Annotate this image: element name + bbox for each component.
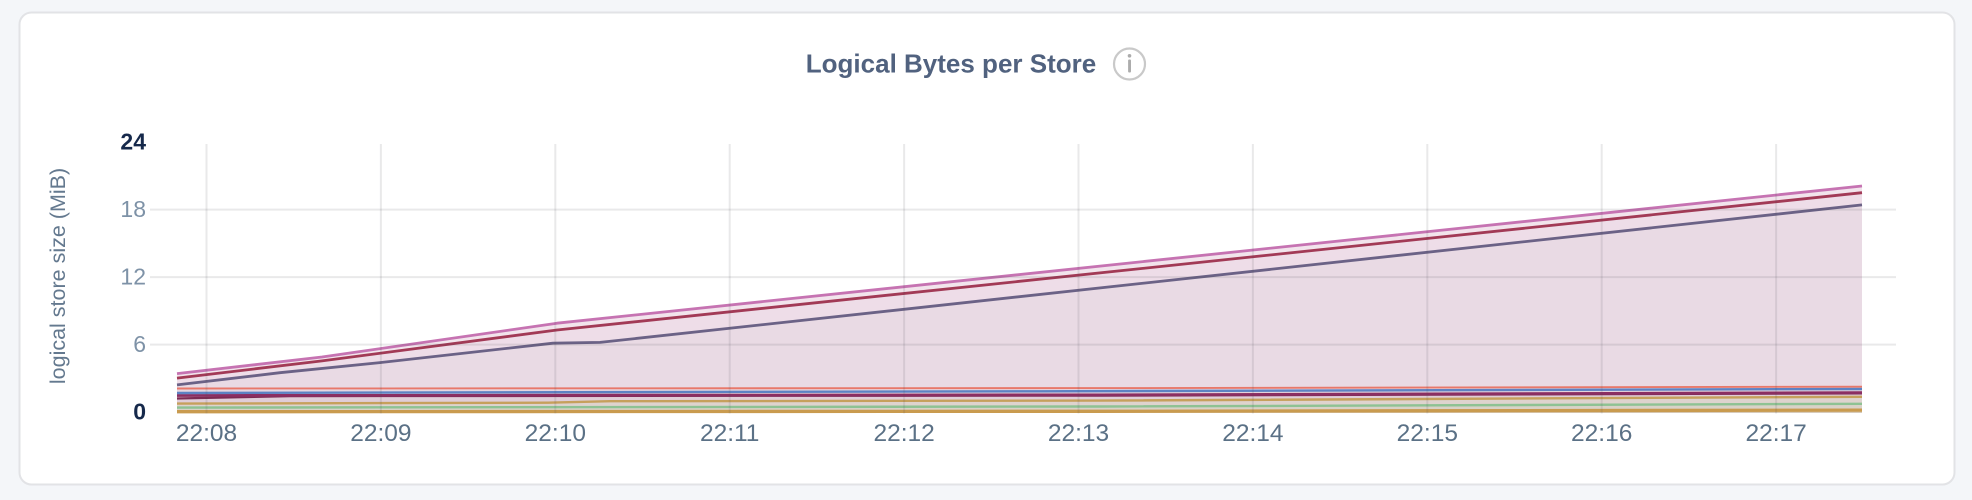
svg-text:22:08: 22:08 — [176, 420, 237, 447]
svg-text:0: 0 — [133, 399, 146, 425]
svg-text:6: 6 — [133, 331, 146, 357]
svg-text:22:14: 22:14 — [1222, 420, 1283, 447]
svg-text:12: 12 — [120, 264, 146, 290]
svg-text:22:09: 22:09 — [350, 420, 411, 447]
svg-text:logical store size (MiB): logical store size (MiB) — [46, 168, 70, 384]
svg-text:24: 24 — [120, 129, 146, 155]
svg-text:22:16: 22:16 — [1571, 420, 1632, 447]
svg-text:22:15: 22:15 — [1397, 420, 1458, 447]
svg-text:Logical Bytes per Store: Logical Bytes per Store — [806, 49, 1096, 79]
svg-text:22:12: 22:12 — [873, 420, 934, 447]
svg-text:22:13: 22:13 — [1048, 420, 1109, 447]
svg-text:22:10: 22:10 — [525, 420, 586, 447]
svg-text:18: 18 — [120, 196, 146, 222]
svg-text:22:17: 22:17 — [1745, 420, 1806, 447]
svg-text:22:11: 22:11 — [700, 420, 760, 447]
